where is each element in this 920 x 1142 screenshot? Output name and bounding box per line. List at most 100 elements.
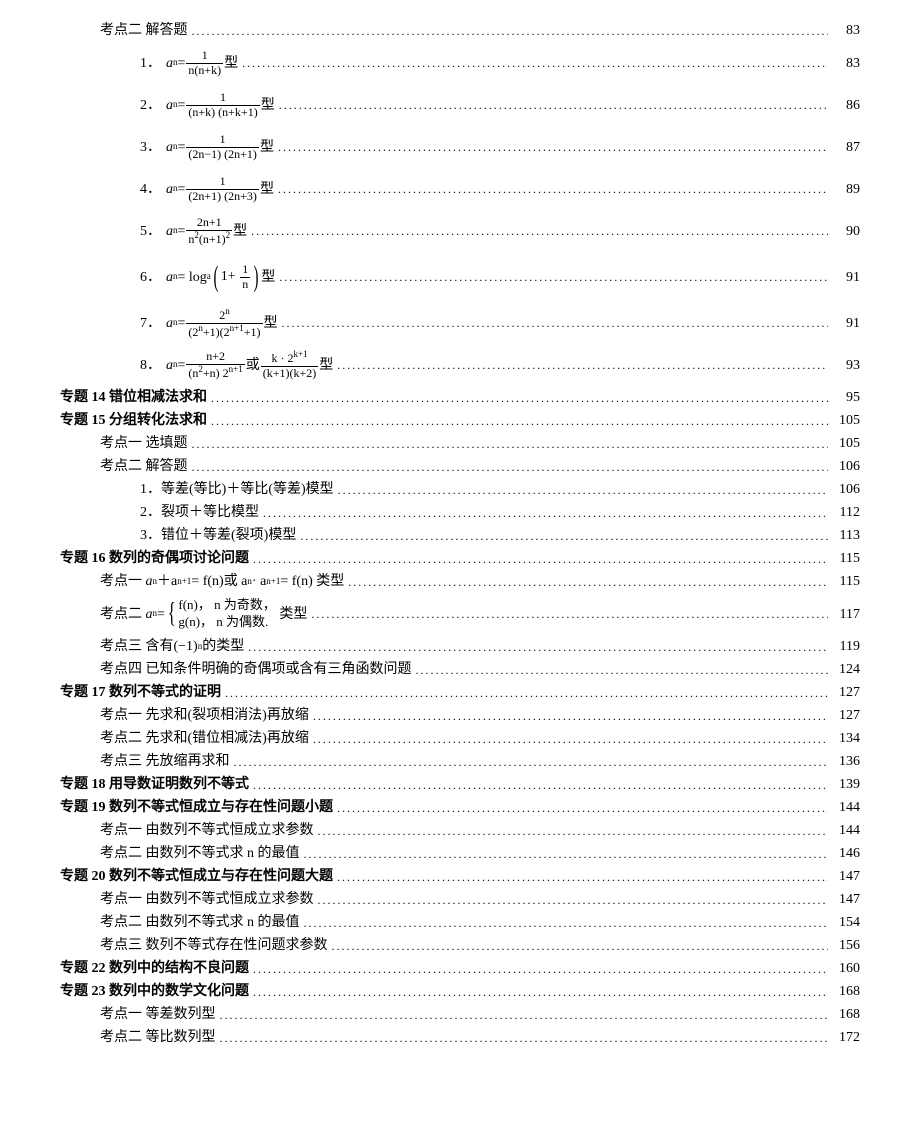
entry-text: 已知条件明确的奇偶项或含有三角函数问题 — [146, 659, 412, 680]
leader-dots — [249, 983, 828, 1001]
entry-prefix: 考点二 — [100, 456, 142, 477]
leader-dots — [328, 937, 829, 955]
case-2: g(n)， n 为偶数. — [178, 614, 276, 631]
entry-label: 2．裂项＋等比模型 — [140, 502, 259, 523]
page-number: 89 — [828, 179, 860, 200]
entry-label: 考点一 an ＋an+1 = f(n) 或 an · an+1 = f(n) 类… — [100, 571, 344, 592]
leader-dots — [207, 412, 828, 430]
var-a: a — [146, 604, 153, 625]
toc-entry: 考点一 由数列不等式恒成立求参数 147 — [60, 889, 860, 910]
left-brace-icon: { — [168, 604, 176, 624]
entry-prefix: 2． — [140, 95, 166, 116]
inner: 1+ 1 n — [221, 263, 251, 290]
toc-entry: 专题 20 数列不等式恒成立与存在性问题大题 147 — [60, 866, 860, 887]
page-number: 156 — [828, 935, 860, 956]
page-number: 144 — [828, 820, 860, 841]
entry-label: 专题 22 数列中的结构不良问题 — [60, 958, 249, 979]
leader-dots — [274, 180, 828, 198]
leader-dots — [309, 707, 828, 725]
denominator: n — [240, 277, 250, 291]
page-number: 117 — [828, 604, 860, 625]
toc-entry: 专题 15 分组转化法求和 105 — [60, 410, 860, 431]
sub-np1: n+1 — [177, 575, 191, 589]
right-paren-icon: ) — [254, 265, 259, 289]
page-number: 136 — [828, 751, 860, 772]
fraction: 1 (2n−1) (2n+1) — [186, 133, 259, 160]
toc-entry: 专题 16 数列的奇偶项讨论问题 115 — [60, 548, 860, 569]
entry-label: 6． an = loga ( 1+ 1 n ) 型 — [140, 263, 275, 290]
leader-dots — [259, 504, 828, 522]
page-number: 154 — [828, 912, 860, 933]
entry-label: 考点二 解答题 — [100, 456, 188, 477]
page-number: 139 — [828, 774, 860, 795]
entry-prefix: 考点一 — [100, 889, 142, 910]
toc-entry: 考点三 先放缩再求和 136 — [60, 751, 860, 772]
page-number: 105 — [828, 433, 860, 454]
entry-text: 解答题 — [146, 20, 188, 41]
var-a: a — [166, 355, 173, 376]
eq: = — [178, 179, 186, 200]
entry-label: 4． an = 1 (2n+1) (2n+3) 型 — [140, 175, 274, 202]
page-number: 87 — [828, 137, 860, 158]
eq: = — [178, 355, 186, 376]
entry-label: 考点二 由数列不等式求 n 的最值 — [100, 912, 300, 933]
toc-entry: 考点二 解答题 106 — [60, 456, 860, 477]
entry-prefix: 专题 16 — [60, 548, 106, 569]
entry-text: 等差数列型 — [146, 1004, 216, 1025]
toc-entry: 考点一 an ＋an+1 = f(n) 或 an · an+1 = f(n) 类… — [60, 571, 860, 592]
entry-label: 1． an = 1 n(n+k) 型 — [140, 49, 238, 76]
entry-prefix: 考点二 — [100, 1027, 142, 1048]
var-a: a — [166, 221, 173, 242]
toc-entry: 考点三 数列不等式存在性问题求参数 156 — [60, 935, 860, 956]
entry-text: 先求和(裂项相消法)再放缩 — [146, 705, 309, 726]
entry-prefix: 3． — [140, 525, 161, 546]
entry-text: 数列不等式恒成立与存在性问题大题 — [109, 866, 333, 887]
entry-label: 考点三 数列不等式存在性问题求参数 — [100, 935, 328, 956]
entry-prefix: 考点一 — [100, 820, 142, 841]
numerator: n+2 — [204, 350, 227, 363]
leader-dots — [216, 1006, 829, 1024]
leader-dots — [230, 753, 829, 771]
entry-prefix: 考点二 — [100, 843, 142, 864]
denominator: (2n−1) (2n+1) — [186, 147, 259, 161]
entry-prefix: 专题 14 — [60, 387, 106, 408]
leader-dots — [314, 891, 829, 909]
entry-text: 数列的奇偶项讨论问题 — [109, 548, 249, 569]
var-a: a — [146, 571, 153, 592]
fraction: k · 2k+1 (k+1)(k+2) — [261, 350, 319, 379]
toc-entry: 专题 23 数列中的数学文化问题 168 — [60, 981, 860, 1002]
fraction: 2n (2n+1)(2n+1+1) — [186, 307, 262, 338]
page-number: 147 — [828, 889, 860, 910]
eq: = — [178, 313, 186, 334]
page-number: 127 — [828, 705, 860, 726]
eq: = log — [178, 267, 207, 288]
page-number: 160 — [828, 958, 860, 979]
fraction: 1 (2n+1) (2n+3) — [186, 175, 259, 202]
entry-prefix: 4． — [140, 179, 166, 200]
toc-entry: 考点一 由数列不等式恒成立求参数 144 — [60, 820, 860, 841]
sub-a: a — [207, 270, 211, 284]
numerator: 1 — [218, 91, 228, 104]
toc-entry: 2． an = 1 (n+k) (n+k+1) 型 86 — [60, 85, 860, 125]
entry-text: 先求和(错位相减法)再放缩 — [146, 728, 309, 749]
page-number: 91 — [828, 313, 860, 334]
entry-prefix: 考点一 — [100, 1004, 142, 1025]
entry-label: 考点二 由数列不等式求 n 的最值 — [100, 843, 300, 864]
entry-label: 考点一 选填题 — [100, 433, 188, 454]
leader-dots — [249, 776, 828, 794]
entry-label: 2． an = 1 (n+k) (n+k+1) 型 — [140, 91, 275, 118]
or: 或 — [246, 355, 260, 376]
page-number: 86 — [828, 95, 860, 116]
page-number: 106 — [828, 479, 860, 500]
page-number: 83 — [828, 53, 860, 74]
eq: = — [178, 221, 186, 242]
entry-label: 8． an = n+2 (n2+n) 2n+1 或 k · 2k+1 (k+1)… — [140, 350, 333, 379]
entry-prefix: 考点二 — [100, 604, 142, 625]
numerator: 1 — [200, 49, 210, 62]
entry-label: 专题 20 数列不等式恒成立与存在性问题大题 — [60, 866, 333, 887]
leader-dots — [309, 730, 828, 748]
toc-entry: 考点一 先求和(裂项相消法)再放缩 127 — [60, 705, 860, 726]
leader-dots — [333, 799, 828, 817]
toc-entry: 1．等差(等比)＋等比(等差)模型 106 — [60, 479, 860, 500]
toc-entry: 5． an = 2n+1 n2(n+1)2 型 90 — [60, 211, 860, 251]
